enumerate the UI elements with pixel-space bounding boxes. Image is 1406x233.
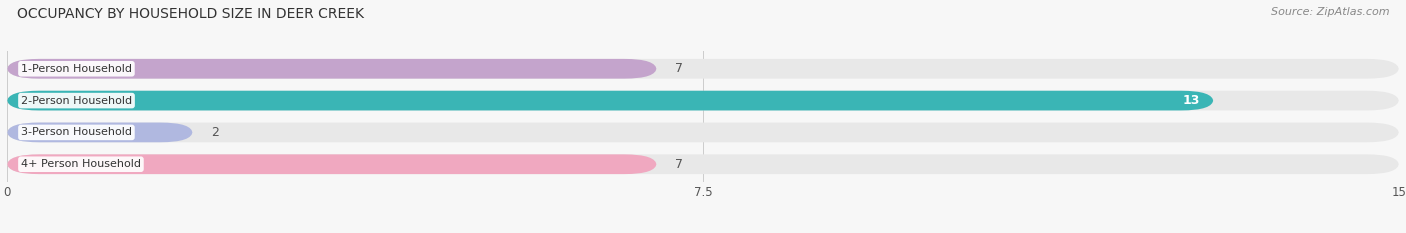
Text: 7: 7 (675, 158, 683, 171)
Text: 2: 2 (211, 126, 219, 139)
FancyBboxPatch shape (7, 59, 657, 79)
FancyBboxPatch shape (7, 154, 657, 174)
Text: 13: 13 (1182, 94, 1199, 107)
FancyBboxPatch shape (7, 91, 1399, 110)
Text: 7: 7 (675, 62, 683, 75)
Text: 3-Person Household: 3-Person Household (21, 127, 132, 137)
Text: Source: ZipAtlas.com: Source: ZipAtlas.com (1271, 7, 1389, 17)
FancyBboxPatch shape (7, 123, 1399, 142)
FancyBboxPatch shape (7, 154, 1399, 174)
FancyBboxPatch shape (7, 123, 193, 142)
FancyBboxPatch shape (7, 91, 1213, 110)
FancyBboxPatch shape (7, 59, 1399, 79)
Text: 4+ Person Household: 4+ Person Household (21, 159, 141, 169)
Text: 1-Person Household: 1-Person Household (21, 64, 132, 74)
Text: OCCUPANCY BY HOUSEHOLD SIZE IN DEER CREEK: OCCUPANCY BY HOUSEHOLD SIZE IN DEER CREE… (17, 7, 364, 21)
Text: 2-Person Household: 2-Person Household (21, 96, 132, 106)
